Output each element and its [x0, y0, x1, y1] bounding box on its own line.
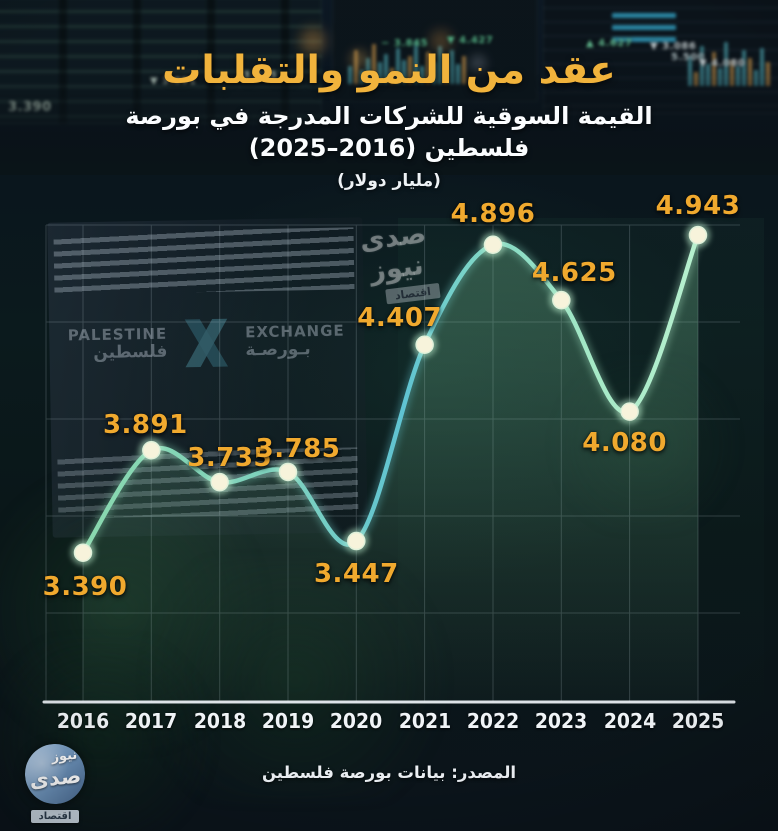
- data-point-2016: [73, 543, 93, 562]
- source-note: المصدر: بيانات بورصة فلسطين: [261, 763, 517, 782]
- data-point-2021: [415, 335, 434, 354]
- header: عقد من النمو والتقلبات القيمة السوقية لل…: [0, 48, 778, 191]
- data-point-2023: [552, 290, 571, 310]
- page-title: عقد من النمو والتقلبات: [162, 48, 616, 93]
- data-point-2019: [278, 462, 298, 482]
- sada-news-logo: نيوز صدى اقتصاد: [12, 741, 98, 823]
- data-point-2020: [347, 531, 366, 551]
- unit-note: (مليار دولار): [337, 171, 441, 191]
- subtitle-line-1: القيمة السوقية للشركات المدرجة في بورصة: [125, 102, 653, 130]
- background-exchange-building: PALESTINE فلسطين EXCHANGE بـورصـة: [47, 217, 368, 538]
- palestine-exchange-x-icon: [184, 318, 229, 368]
- data-point-2017: [142, 441, 161, 460]
- subtitle-line-2: فلسطين (2016–2025): [248, 134, 530, 162]
- logo-badge: اقتصاد: [30, 810, 80, 823]
- data-point-2018: [210, 472, 229, 492]
- data-point-2024: [620, 402, 639, 421]
- data-point-2022: [483, 235, 503, 254]
- palestine-exchange-sign: PALESTINE فلسطين EXCHANGE بـورصـة: [63, 310, 350, 377]
- data-point-2025: [688, 225, 708, 245]
- screens-fade-overlay: [0, 0, 778, 175]
- line-series: [80, 232, 701, 555]
